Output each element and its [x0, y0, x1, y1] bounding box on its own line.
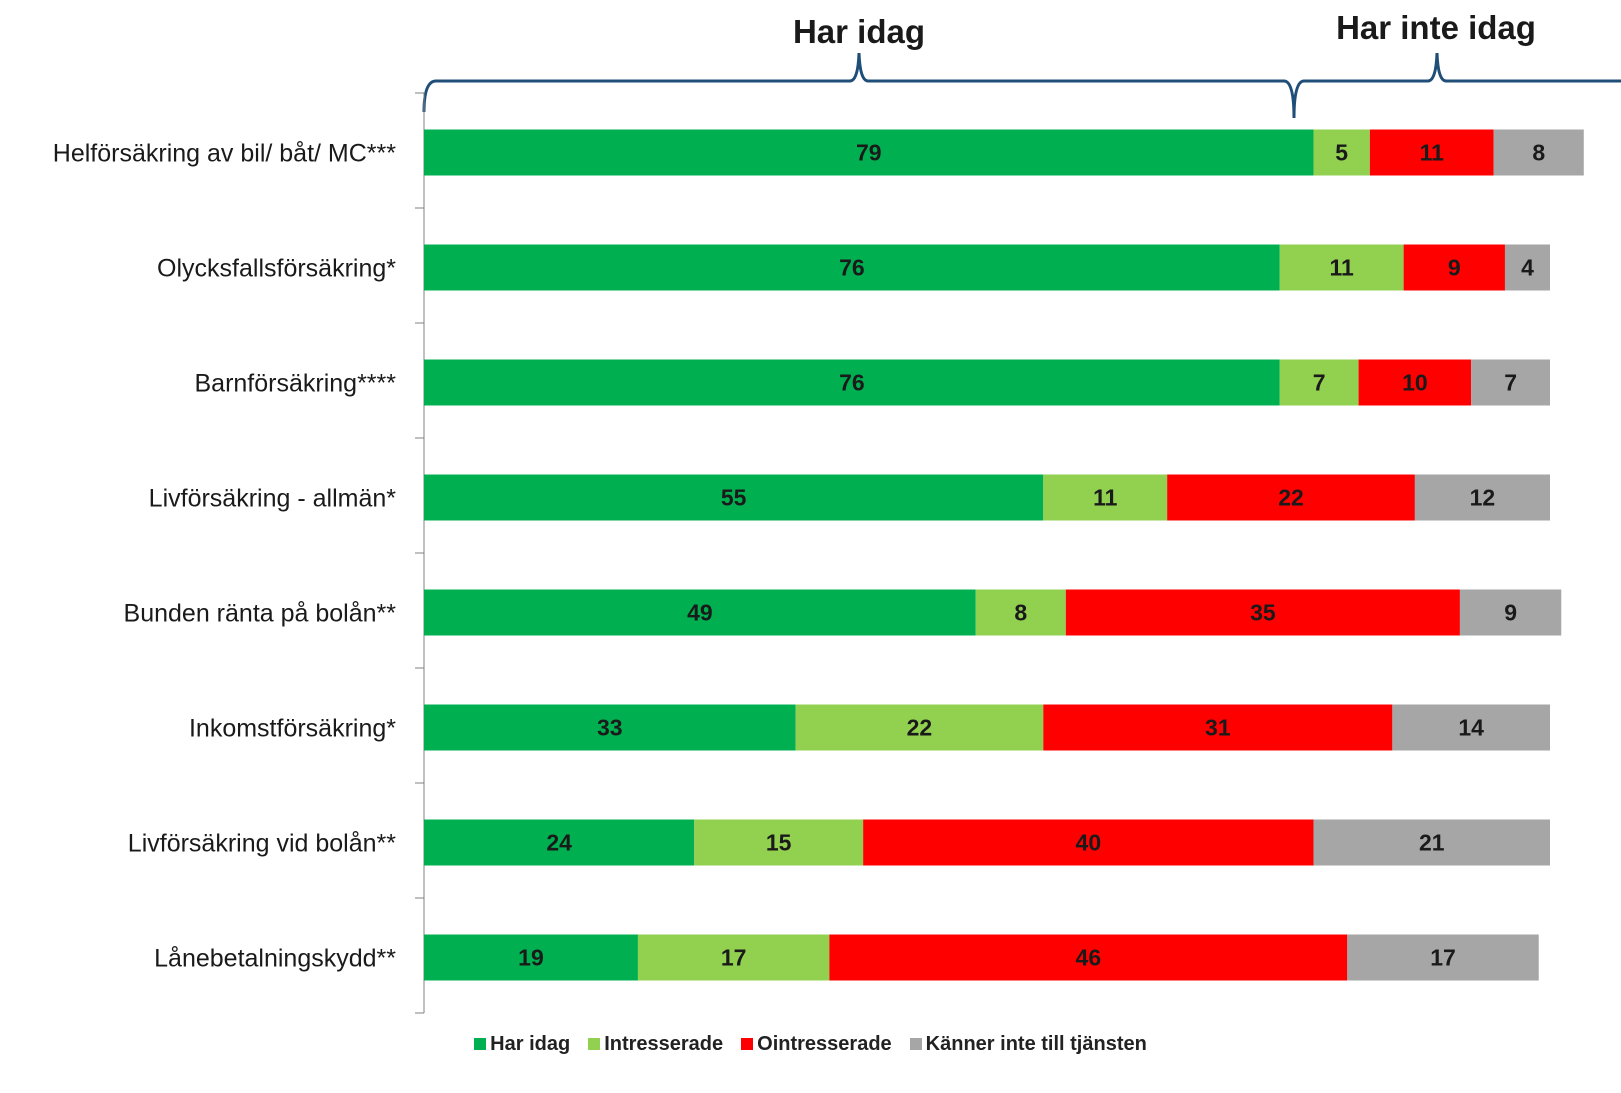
- data-label: 31: [1205, 715, 1231, 741]
- legend-label: Har idag: [490, 1033, 571, 1055]
- bar-segment: [795, 704, 1044, 751]
- category-label: Livförsäkring - allmän*: [149, 485, 397, 513]
- bar-segment: [1414, 474, 1550, 521]
- bar-segment: [975, 589, 1066, 636]
- category-label: Olycksfallsförsäkring*: [157, 255, 396, 283]
- data-label: 8: [1014, 600, 1027, 626]
- bar-segment: [1043, 704, 1393, 751]
- data-label: 19: [518, 945, 544, 971]
- data-label: 15: [766, 830, 792, 856]
- legend-label: Känner inte till tjänsten: [925, 1033, 1147, 1055]
- bar-segment: [424, 589, 976, 636]
- bar-segment: [1403, 244, 1505, 291]
- data-label: 8: [1532, 140, 1545, 166]
- category-label: Helförsäkring av bil/ båt/ MC***: [53, 140, 396, 168]
- data-label: 55: [721, 485, 747, 511]
- legend-item: Ointresserade: [741, 1033, 892, 1056]
- legend-swatch: [474, 1038, 487, 1050]
- category-label: Barnförsäkring****: [195, 370, 397, 398]
- data-label: 12: [1470, 485, 1496, 511]
- data-label: 24: [546, 830, 572, 856]
- legend-label: Intresserade: [604, 1033, 724, 1055]
- data-label: 14: [1458, 715, 1484, 741]
- data-label: 17: [721, 945, 747, 971]
- data-label: 33: [597, 715, 623, 741]
- data-label: 7: [1504, 370, 1517, 396]
- data-label: 5: [1335, 140, 1348, 166]
- bar-segment: [424, 359, 1280, 406]
- bar-segment: [1392, 704, 1550, 751]
- category-labels: Helförsäkring av bil/ båt/ MC*** Olycksfa…: [53, 140, 396, 973]
- bar-segment: [424, 819, 695, 866]
- category-label: Inkomstförsäkring*: [189, 715, 396, 743]
- data-label: 4: [1521, 255, 1534, 281]
- bar-segment: [1471, 359, 1550, 406]
- har-inte-idag-bracket: [1292, 52, 1621, 119]
- data-label: 10: [1402, 370, 1428, 396]
- data-label: 76: [839, 370, 865, 396]
- bar-segment: [1065, 589, 1460, 636]
- bar-segment: [637, 934, 830, 981]
- bar-segment: [424, 934, 638, 981]
- bar-segment: [424, 129, 1314, 176]
- data-label: 11: [1330, 255, 1355, 281]
- legend-item: Har idag: [474, 1033, 570, 1056]
- bar-segment: [424, 474, 1044, 521]
- bar-segment: [1493, 129, 1584, 176]
- category-label: Livförsäkring vid bolån**: [128, 830, 396, 858]
- data-label: 11: [1093, 485, 1118, 511]
- data-label: 22: [907, 715, 933, 741]
- bar-segments: 79 5 11 8 76 11 9 4 76 7 10 7 55 11 22 12 49 8 35 9 33 22 31 14…: [424, 129, 1584, 981]
- group-title-har-idag: Har idag: [793, 13, 925, 50]
- bar-segment: [1043, 474, 1168, 521]
- legend-item: Känner inte till tjänsten: [909, 1033, 1147, 1056]
- data-label: 17: [1430, 945, 1456, 971]
- legend-swatch: [909, 1038, 922, 1050]
- category-label: Lånebetalningskydd**: [154, 945, 396, 973]
- bar-segment: [1459, 589, 1562, 636]
- data-label: 9: [1504, 600, 1517, 626]
- bar-segment: [1504, 244, 1550, 291]
- group-title-har-inte-idag: Har inte idag: [1336, 9, 1536, 46]
- bar-segment: [1358, 359, 1472, 406]
- legend-swatch: [588, 1038, 601, 1050]
- data-label: 9: [1448, 255, 1461, 281]
- bar-segment: [424, 244, 1280, 291]
- data-label: 11: [1420, 140, 1445, 166]
- category-axis: [415, 92, 425, 1014]
- bar-segment: [1313, 129, 1370, 176]
- bar-segment: [1279, 359, 1359, 406]
- data-label: 35: [1250, 600, 1276, 626]
- bar-segment: [829, 934, 1348, 981]
- data-label: 7: [1313, 370, 1326, 396]
- har-idag-bracket: [422, 52, 1296, 119]
- bar-segment: [1313, 819, 1550, 866]
- legend-label: Ointresserade: [757, 1033, 892, 1055]
- data-label: 22: [1278, 485, 1304, 511]
- bar-segment: [1279, 244, 1404, 291]
- bar-segment: [863, 819, 1314, 866]
- data-label: 49: [687, 600, 713, 626]
- data-label: 46: [1076, 945, 1102, 971]
- legend: Har idag Intresserade Ointresserade Känner …: [0, 1033, 1621, 1056]
- data-label: 76: [839, 255, 865, 281]
- data-label: 40: [1076, 830, 1102, 856]
- category-label: Bunden ränta på bolån**: [124, 600, 397, 628]
- bar-segment: [1369, 129, 1494, 176]
- legend-swatch: [741, 1038, 754, 1050]
- group-brackets: Har idag Har inte idag: [422, 9, 1621, 119]
- bar-segment: [1347, 934, 1539, 981]
- bar-segment: [1167, 474, 1415, 521]
- data-label: 21: [1419, 830, 1445, 856]
- bar-segment: [694, 819, 864, 866]
- data-label: 79: [856, 140, 882, 166]
- bar-segment: [424, 704, 796, 751]
- legend-item: Intresserade: [588, 1033, 723, 1056]
